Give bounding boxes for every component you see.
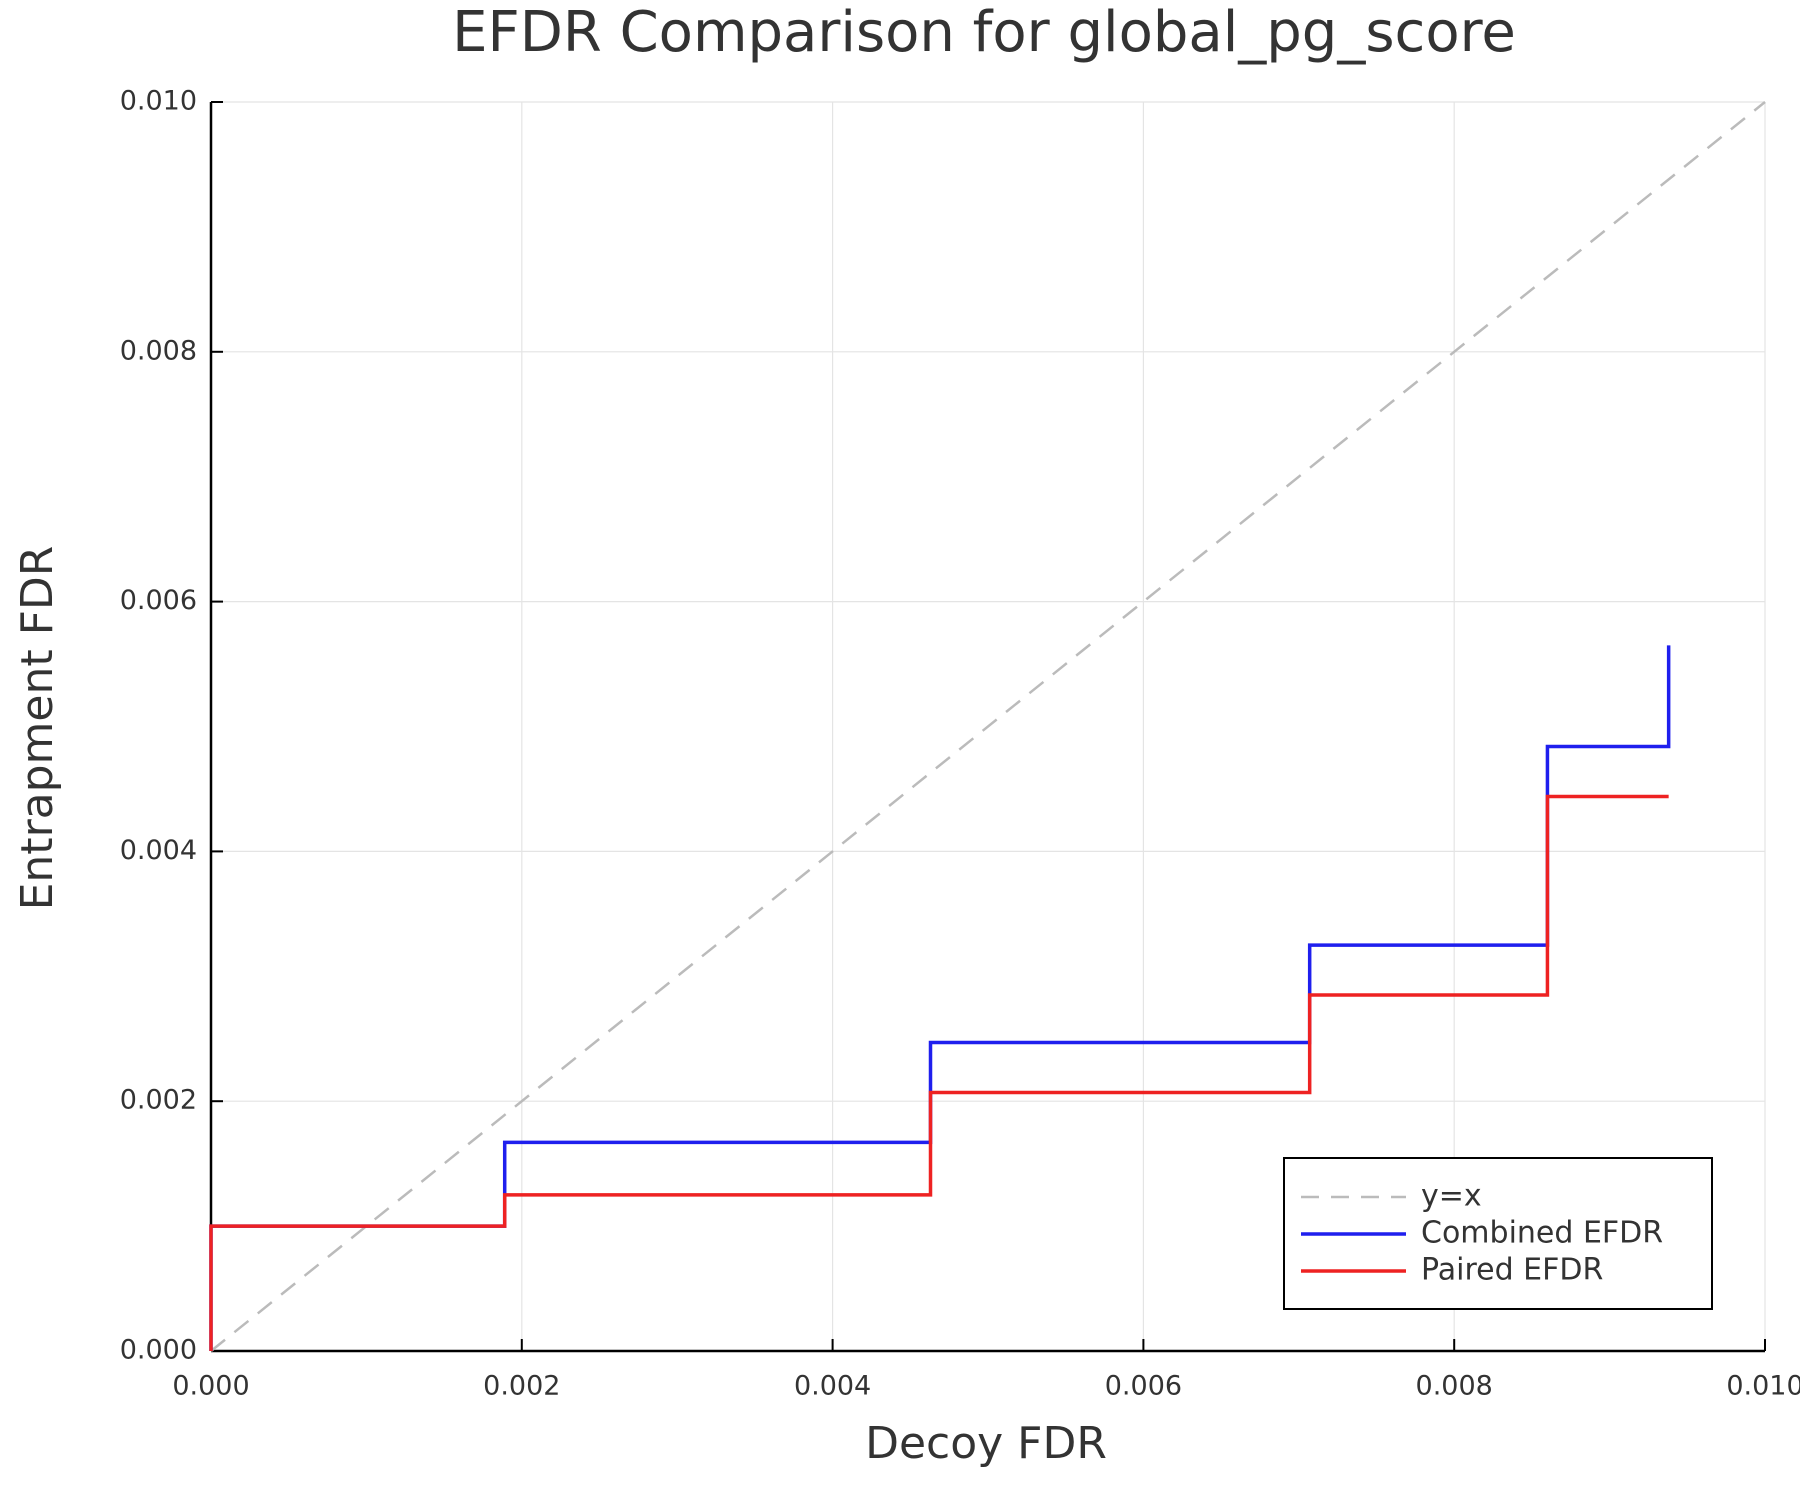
x-tick-label: 0.002 — [483, 1371, 560, 1402]
y-tick-label: 0.010 — [120, 86, 197, 117]
y-axis-label: Entrapment FDR — [12, 546, 63, 911]
x-tick-label: 0.004 — [794, 1371, 871, 1402]
y-tick-label: 0.006 — [120, 585, 197, 616]
y-tick-label: 0.002 — [120, 1085, 197, 1116]
y-tick-label: 0.008 — [120, 335, 197, 366]
legend-label: Paired EFDR — [1421, 1253, 1603, 1288]
chart-title: EFDR Comparison for global_pg_score — [452, 0, 1516, 65]
x-tick-label: 0.000 — [172, 1371, 249, 1402]
x-tick-label: 0.006 — [1105, 1371, 1182, 1402]
x-tick-label: 0.008 — [1416, 1371, 1493, 1402]
x-tick-label: 0.010 — [1726, 1371, 1800, 1402]
y-tick-label: 0.000 — [120, 1335, 197, 1366]
series-line — [210, 101, 1766, 1352]
series-line — [209, 794, 1669, 1351]
legend-label: y=x — [1421, 1179, 1482, 1214]
y-tick-label: 0.004 — [120, 835, 197, 866]
legend-label: Combined EFDR — [1421, 1216, 1663, 1251]
x-axis-label: Decoy FDR — [865, 1418, 1107, 1469]
